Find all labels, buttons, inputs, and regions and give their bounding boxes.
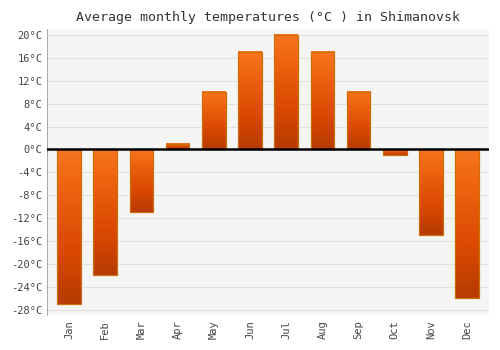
Title: Average monthly temperatures (°C ) in Shimanovsk: Average monthly temperatures (°C ) in Sh…: [76, 11, 460, 24]
Bar: [238, 52, 262, 149]
Bar: [456, 149, 479, 298]
Bar: [419, 149, 442, 235]
Bar: [202, 92, 226, 149]
Bar: [383, 149, 406, 155]
Bar: [310, 52, 334, 149]
Bar: [310, 52, 334, 149]
Bar: [166, 144, 190, 149]
Bar: [383, 149, 406, 155]
Bar: [57, 149, 80, 304]
Bar: [94, 149, 117, 275]
Bar: [130, 149, 153, 212]
Bar: [347, 92, 370, 149]
Bar: [94, 149, 117, 275]
Bar: [274, 35, 298, 149]
Bar: [419, 149, 442, 235]
Bar: [202, 92, 226, 149]
Bar: [347, 92, 370, 149]
Bar: [130, 149, 153, 212]
Bar: [238, 52, 262, 149]
Bar: [57, 149, 80, 304]
Bar: [274, 35, 298, 149]
Bar: [456, 149, 479, 298]
Bar: [166, 144, 190, 149]
